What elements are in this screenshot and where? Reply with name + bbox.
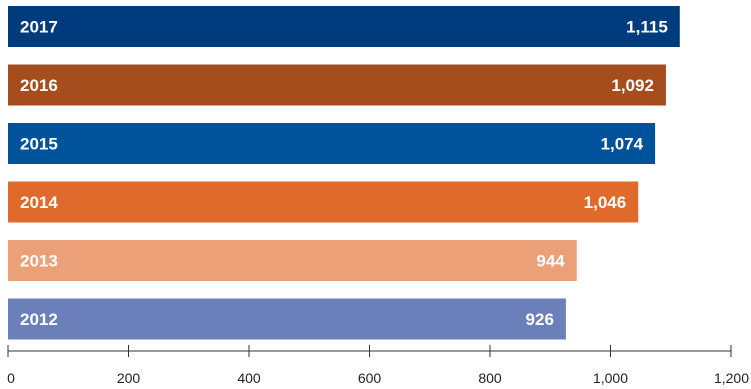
x-axis-ticks: 0 200 400 600 800 1,000 1,200	[7, 345, 749, 386]
bar-2012	[8, 298, 566, 340]
x-tick-label: 800	[478, 370, 502, 386]
bar-2015	[8, 123, 656, 164]
category-label-2013: 2013	[20, 252, 58, 271]
value-label-2013: 944	[536, 252, 565, 271]
category-label-2015: 2015	[20, 135, 58, 154]
x-tick-label: 1,200	[714, 370, 749, 386]
bar-2017	[8, 6, 680, 47]
bar-2014	[8, 181, 639, 223]
bars-group: 2017 1,115 2016 1,092 2015 1,074 2014 1,046 2013…	[8, 6, 680, 340]
category-label-2014: 2014	[20, 193, 58, 212]
value-label-2016: 1,092	[611, 76, 654, 95]
value-label-2012: 926	[526, 310, 554, 329]
bar-2016	[8, 64, 666, 106]
x-tick-label: 0	[7, 370, 15, 386]
value-label-2017: 1,115	[626, 18, 668, 37]
category-label-2016: 2016	[20, 76, 58, 95]
x-tick-label: 1,000	[593, 370, 628, 386]
category-label-2012: 2012	[20, 310, 58, 329]
x-tick-label: 600	[358, 370, 382, 386]
x-tick-label: 400	[237, 370, 261, 386]
value-label-2014: 1,046	[584, 193, 627, 212]
value-label-2015: 1,074	[601, 135, 644, 154]
category-label-2017: 2017	[20, 18, 58, 37]
x-tick-label: 200	[117, 370, 141, 386]
bar-2013	[8, 240, 577, 281]
